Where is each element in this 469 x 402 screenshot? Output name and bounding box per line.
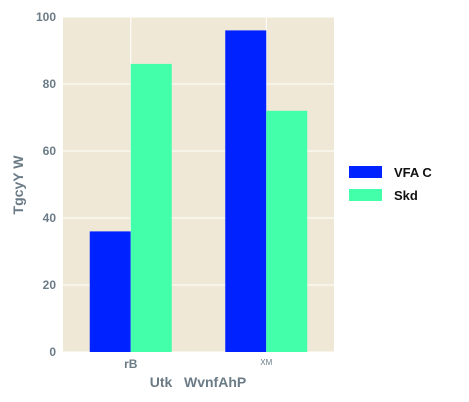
bar-skd-xm	[266, 110, 308, 352]
x-axis-label: Utk WvnfAhP	[150, 374, 246, 390]
bar-vfa-c-xm	[225, 30, 267, 353]
y-tick-label: 100	[36, 10, 56, 24]
x-tick-label: XM	[260, 358, 272, 367]
y-tick-label: 20	[43, 278, 57, 292]
bars	[89, 30, 308, 353]
y-axis-label: TgcyY W	[10, 155, 26, 215]
y-tick-label: 80	[43, 77, 57, 91]
legend: VFA C Skd	[349, 165, 432, 203]
x-tick-label: rB	[124, 357, 138, 371]
y-tick-label: 60	[43, 144, 57, 158]
legend-label: Skd	[394, 188, 418, 203]
y-tick-label: 40	[43, 211, 57, 225]
bar-vfa-c-rb	[89, 231, 131, 352]
x-axis-ticks: rB XM	[124, 357, 273, 371]
legend-label: VFA C	[394, 165, 432, 180]
legend-swatch	[349, 166, 382, 178]
bar-skd-rb	[130, 63, 172, 353]
y-tick-label: 0	[49, 345, 56, 359]
legend-swatch	[349, 189, 382, 201]
y-axis-ticks: 0 20 40 60 80 100	[36, 10, 56, 359]
